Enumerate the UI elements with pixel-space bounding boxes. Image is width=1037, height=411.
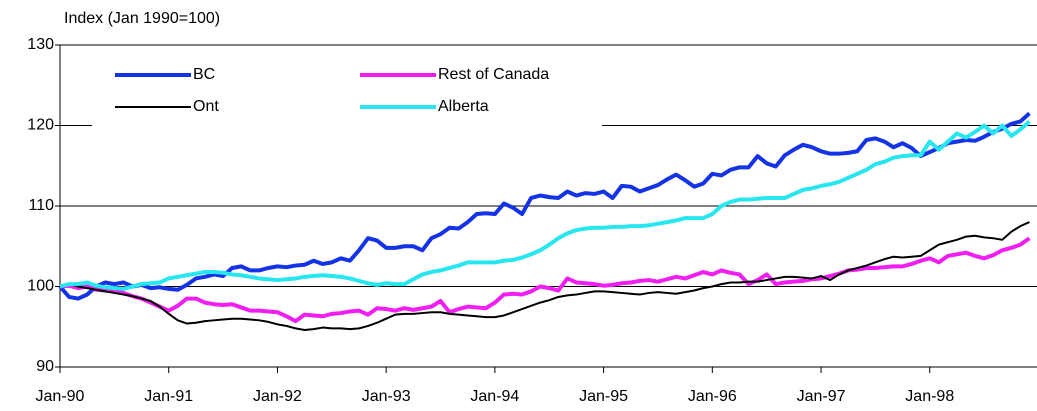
legend-label: Alberta [438,98,489,115]
x-tick-label: Jan-93 [362,388,411,405]
series-line [59,221,1030,331]
y-tick-label: 100 [27,278,54,295]
y-tick-label: 130 [27,36,54,53]
x-tick-label: Jan-90 [36,388,85,405]
x-tick-label: Jan-98 [905,388,954,405]
legend-label: BC [193,66,215,83]
legend-label: Rest of Canada [438,66,549,83]
series-line [59,119,1031,291]
legend-box [92,58,602,126]
x-tick-label: Jan-97 [797,388,846,405]
series-line [58,111,1031,301]
x-tick-label: Jan-94 [470,388,519,405]
x-tick-label: Jan-95 [579,388,628,405]
y-tick-label: 110 [28,197,54,214]
x-tick-label: Jan-92 [253,388,302,405]
x-tick-label: Jan-91 [144,388,193,405]
y-tick-label: 120 [27,117,54,134]
y-tick-label: 90 [36,358,54,375]
legend-label: Ont [193,98,219,115]
x-tick-label: Jan-96 [688,388,737,405]
y-axis-label: Index (Jan 1990=100) [64,10,220,27]
series-line [59,236,1031,324]
